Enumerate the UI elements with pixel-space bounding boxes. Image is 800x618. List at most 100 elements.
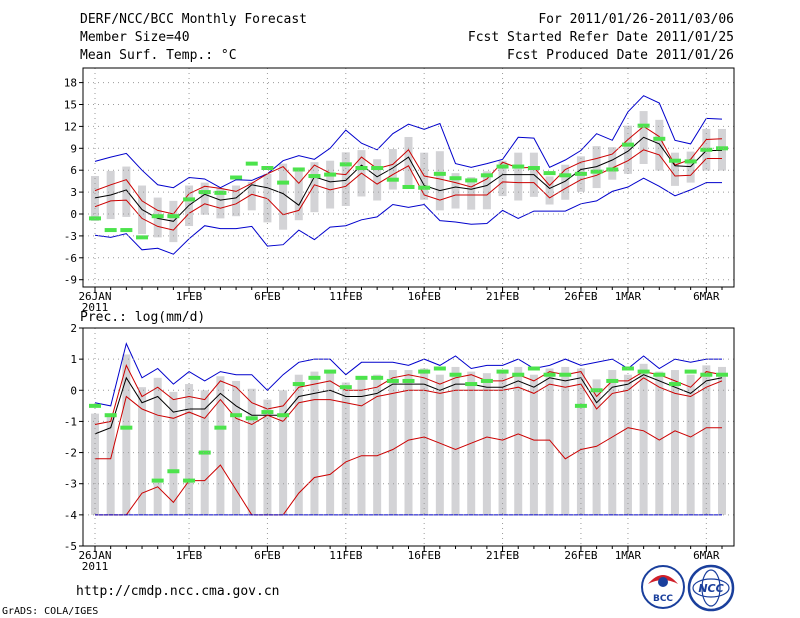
prec-y-tick-label: -2 — [64, 447, 77, 460]
temp-observed-marker — [653, 136, 666, 141]
temp-ensemble-bar — [404, 136, 413, 187]
prec-observed-marker — [590, 388, 603, 393]
prec-ensemble-bar — [435, 374, 444, 515]
prec-observed-marker — [465, 382, 478, 387]
prec-ensemble-bar — [326, 370, 335, 515]
temp-ensemble-bar — [482, 171, 491, 210]
prec-observed-marker — [402, 378, 415, 383]
temp-ensemble-bar — [655, 119, 664, 171]
temperature-variable-label: Mean Surf. Temp.: °C — [80, 48, 237, 63]
prec-ensemble-bar — [91, 413, 99, 515]
prec-observed-marker — [230, 413, 243, 418]
temp-observed-marker — [167, 214, 180, 219]
temp-ensemble-bar — [341, 152, 350, 206]
temp-ensemble-bar — [451, 173, 460, 209]
temp-ensemble-bar — [545, 176, 554, 205]
prec-ensemble-bar — [639, 363, 648, 515]
started-refer-date-label: Fcst Started Refer Date 2011/01/25 — [468, 30, 734, 45]
prec-y-tick-label: 0 — [70, 384, 77, 397]
prec-x-tick-label: 16FEB — [408, 549, 441, 562]
temp-y-tick-label: -6 — [64, 252, 77, 265]
ncc-logo-orbit-icon — [692, 578, 730, 598]
temp-ensemble-bar — [561, 164, 570, 200]
prec-x-tick-label: 26JAN — [78, 549, 111, 562]
temp-ensemble-bar — [670, 152, 679, 186]
temp-y-tick-label: -3 — [64, 230, 77, 243]
temp-series-mean — [94, 136, 722, 222]
prec-ensemble-bar — [655, 371, 664, 515]
prec-observed-marker — [668, 382, 681, 387]
temperature-panel: -9 -6 -3 0 3 6 9 12 15 18 26JAN 1FEB 6FEB 11FEB 16FEB 2… — [64, 67, 735, 314]
temp-ensemble-bar — [514, 152, 523, 201]
prec-ensemble-bar — [451, 366, 460, 515]
precipitation-variable-label: Prec.: log(mm/d) — [80, 310, 205, 325]
prec-observed-marker — [371, 375, 384, 380]
temp-ensemble-bar — [326, 160, 335, 209]
temp-observed-marker — [104, 228, 117, 233]
precipitation-panel: -5 -4 -3 -2 -1 0 1 2 26JAN 1FEB 6FEB 11FEB 16FEB 21FE… — [64, 322, 735, 573]
temp-observed-marker — [590, 169, 603, 174]
prec-observed-marker — [480, 378, 493, 383]
temp-observed-marker — [716, 146, 728, 151]
temp-observed-marker — [449, 176, 462, 181]
temp-series-lower-spread — [94, 149, 722, 231]
temp-ensemble-bar — [623, 125, 632, 174]
temp-ensemble-bar — [467, 177, 476, 210]
temp-x-tick-label: 6MAR — [693, 290, 720, 303]
prec-year-label: 2011 — [82, 560, 109, 573]
prec-ensemble-bar — [623, 374, 632, 515]
prec-ensemble-bar — [686, 374, 695, 515]
prec-x-tick-label: 11FEB — [329, 549, 362, 562]
prec-observed-marker — [120, 425, 133, 430]
prec-ensemble-bar — [404, 370, 413, 515]
temp-observed-marker — [559, 173, 572, 178]
temp-ensemble-bar — [200, 182, 209, 215]
temp-ensemble-bar — [373, 159, 382, 201]
temp-ensemble-bar — [435, 151, 444, 211]
prec-ensemble-bar — [529, 374, 538, 515]
temp-observed-marker — [277, 180, 290, 185]
prec-ensemble-bar — [216, 376, 225, 515]
temp-ensemble-bar — [310, 162, 319, 213]
bcc-logo-globe-icon — [658, 577, 668, 587]
prec-x-tick-label: 1MAR — [615, 549, 642, 562]
prec-observed-marker — [183, 478, 196, 483]
prec-x-tick-label: 6MAR — [693, 549, 720, 562]
temp-y-tick-label: 3 — [70, 186, 77, 199]
temp-observed-marker — [339, 162, 352, 167]
temp-observed-marker — [402, 184, 415, 189]
prec-ensemble-bar — [153, 377, 162, 515]
prec-observed-marker — [308, 375, 321, 380]
prec-observed-marker — [261, 410, 274, 415]
prec-ensemble-bar — [294, 374, 303, 515]
prec-observed-marker — [245, 416, 258, 421]
temp-observed-marker — [324, 172, 337, 177]
member-size-label: Member Size=40 — [80, 30, 190, 45]
temp-series-upper-spread — [94, 125, 723, 215]
prec-observed-marker — [606, 378, 619, 383]
prec-observed-marker — [339, 385, 352, 390]
temp-observed-marker — [355, 166, 368, 171]
prec-ensemble-bar — [498, 373, 507, 515]
prec-observed-marker — [433, 366, 446, 371]
prec-observed-marker — [104, 413, 117, 418]
temp-observed-marker — [308, 174, 321, 179]
prec-observed-marker — [167, 469, 180, 474]
temp-y-tick-label: 15 — [64, 99, 77, 112]
temp-y-tick-label: 12 — [64, 120, 77, 133]
temp-year-label: 2011 — [82, 301, 109, 314]
temp-observed-marker — [621, 142, 634, 147]
temp-observed-marker — [292, 167, 305, 172]
temp-observed-marker — [465, 178, 478, 183]
prec-observed-marker — [700, 372, 713, 377]
temp-x-tick-label: 6FEB — [254, 290, 281, 303]
temp-observed-marker — [512, 164, 525, 169]
prec-ensemble-bar — [482, 373, 491, 515]
prec-observed-marker — [559, 372, 572, 377]
produced-date-label: Fcst Produced Date 2011/01/26 — [507, 48, 734, 63]
temp-series-max — [94, 95, 723, 189]
temp-observed-marker — [120, 228, 133, 233]
prec-observed-marker — [324, 369, 337, 374]
prec-observed-marker — [716, 372, 728, 377]
